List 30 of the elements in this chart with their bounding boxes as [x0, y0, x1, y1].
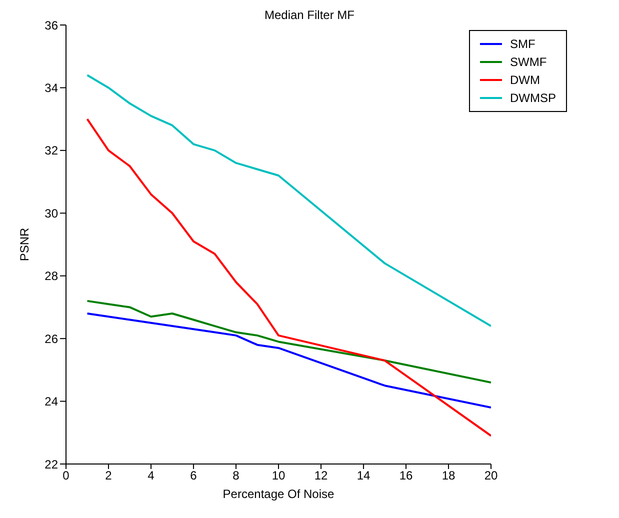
legend-label: DWMSP [510, 90, 556, 107]
x-tick-label: 18 [442, 468, 456, 483]
x-tick-label: 2 [105, 468, 112, 483]
y-tick-label: 22 [44, 457, 58, 472]
x-tick-label: 8 [232, 468, 240, 483]
chart-title: Median Filter MF [264, 8, 355, 22]
y-tick-label: 28 [44, 269, 58, 284]
line-series [86, 118, 491, 437]
line-series [86, 300, 491, 384]
y-tick-label: 36 [44, 18, 58, 32]
legend-label: SMF [510, 36, 536, 53]
x-tick-label: 16 [399, 468, 413, 483]
legend-label: DWM [510, 72, 540, 89]
x-axis-title: Percentage Of Noise [222, 487, 335, 501]
y-tick-label: 24 [44, 394, 58, 409]
y-tick-label: 32 [44, 144, 58, 158]
x-tick-label: 10 [272, 468, 286, 483]
y-axis-title: PSNR [17, 228, 32, 262]
x-tick-label: 12 [314, 468, 328, 483]
x-tick-label: 0 [62, 468, 70, 483]
line-series [86, 74, 491, 328]
x-tick-label: 6 [190, 468, 198, 483]
x-tick-label: 20 [484, 468, 498, 483]
line-series [86, 312, 491, 409]
y-tick-label: 26 [44, 332, 58, 346]
y-tick-label: 34 [44, 80, 58, 95]
x-tick-label: 14 [356, 468, 370, 483]
legend-label: SWMF [510, 54, 547, 71]
y-tick-label: 30 [44, 206, 58, 220]
x-tick-label: 4 [148, 468, 155, 483]
